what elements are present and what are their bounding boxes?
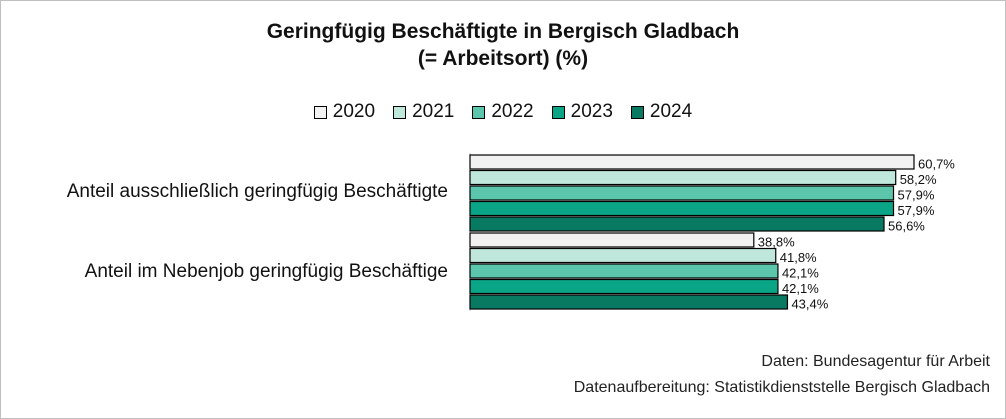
legend-item-2021: 2021 [393, 101, 454, 123]
bar-2020-cat1 [469, 232, 755, 248]
legend-label-2020: 2020 [332, 101, 376, 122]
legend-item-2022: 2022 [472, 101, 534, 123]
legend-swatch-2023 [551, 105, 565, 119]
bar-2024-cat1 [469, 294, 789, 310]
bar-2022-cat1 [469, 263, 779, 279]
data-label-2020-cat1: 38,8% [758, 235, 795, 250]
legend-item-2024: 2024 [630, 101, 693, 123]
footer-source: Daten: Bundesagentur für Arbeit [761, 353, 990, 370]
bar-2023-cat1 [469, 278, 779, 295]
chart-legend: 2020 2021 2022 2023 2024 [0, 101, 1006, 123]
data-label-2023-cat1: 42,1% [782, 281, 819, 296]
legend-swatch-2020 [313, 105, 327, 119]
chart-title: Geringfügig Beschäftigte in Bergisch Gla… [266, 20, 740, 43]
legend-label-2022: 2022 [491, 101, 534, 122]
data-label-2021-cat1: 41,8% [780, 250, 817, 265]
bar-2020-cat0 [469, 154, 915, 170]
data-label-2020-cat0: 60,7% [918, 157, 955, 172]
data-label-2023-cat0: 57,9% [898, 203, 935, 218]
category-label-ausschliesslich: Anteil ausschließlich geringfügig Beschä… [66, 181, 448, 202]
category-label-nebenjob: Anteil im Nebenjob geringfügig Beschäfti… [84, 261, 448, 282]
legend-swatch-2022 [472, 105, 486, 119]
data-label-2022-cat1: 42,1% [782, 266, 819, 281]
legend-label-2021: 2021 [412, 101, 455, 122]
legend-label-2023: 2023 [570, 101, 613, 122]
legend-swatch-2021 [393, 105, 407, 119]
bar-2021-cat0 [469, 169, 897, 186]
bar-2022-cat0 [469, 185, 895, 201]
data-label-2022-cat0: 57,9% [898, 188, 935, 203]
data-label-2024-cat0: 56,6% [888, 219, 925, 234]
data-label-2021-cat0: 58,2% [900, 172, 937, 187]
bar-2023-cat0 [469, 200, 895, 217]
bar-2021-cat1 [469, 247, 777, 264]
legend-item-2023: 2023 [551, 101, 613, 123]
data-label-2024-cat1: 43,4% [791, 297, 828, 312]
chart-subtitle: (= Arbeitsort) (%) [417, 47, 589, 70]
footer-processing: Datenaufbereitung: Statistikdienststelle… [573, 379, 990, 396]
bar-2024-cat0 [469, 216, 885, 232]
legend-swatch-2024 [630, 105, 644, 119]
legend-label-2024: 2024 [649, 101, 693, 122]
legend-item-2020: 2020 [313, 101, 376, 123]
